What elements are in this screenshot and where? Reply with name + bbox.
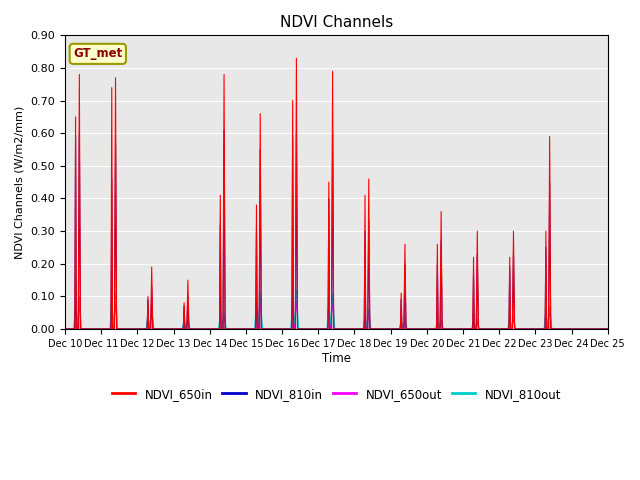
NDVI_650in <box>125 326 133 332</box>
NDVI_650out <box>127 326 134 332</box>
NDVI_650in <box>481 326 488 332</box>
NDVI_810in <box>481 326 488 332</box>
NDVI_650in <box>230 326 237 332</box>
NDVI_650out <box>436 324 444 329</box>
NDVI_650out <box>257 297 264 302</box>
NDVI_650in <box>292 55 300 61</box>
Y-axis label: NDVI Channels (W/m2/mm): NDVI Channels (W/m2/mm) <box>15 106 25 259</box>
X-axis label: Time: Time <box>322 351 351 364</box>
NDVI_650in <box>436 326 444 332</box>
NDVI_810out <box>436 321 444 327</box>
NDVI_650out <box>604 326 612 332</box>
NDVI_650in <box>604 326 612 332</box>
NDVI_810out <box>95 326 103 332</box>
Line: NDVI_810in: NDVI_810in <box>65 130 608 329</box>
Text: GT_met: GT_met <box>73 48 122 60</box>
NDVI_810in <box>125 326 133 332</box>
NDVI_810in <box>61 326 69 332</box>
Line: NDVI_650in: NDVI_650in <box>65 58 608 329</box>
NDVI_810out <box>604 326 612 332</box>
NDVI_810in <box>220 127 228 133</box>
NDVI_650in <box>95 326 103 332</box>
NDVI_810out <box>292 287 300 293</box>
NDVI_810in <box>436 326 444 332</box>
NDVI_810out <box>127 326 134 332</box>
NDVI_650out <box>61 326 69 332</box>
NDVI_810out <box>61 326 69 332</box>
NDVI_650out <box>481 326 488 332</box>
NDVI_810out <box>125 326 133 332</box>
NDVI_650in <box>61 326 69 332</box>
NDVI_650in <box>127 326 134 332</box>
NDVI_810out <box>481 326 488 332</box>
Line: NDVI_810out: NDVI_810out <box>65 290 608 329</box>
NDVI_810in <box>95 326 103 332</box>
Legend: NDVI_650in, NDVI_810in, NDVI_650out, NDVI_810out: NDVI_650in, NDVI_810in, NDVI_650out, NDV… <box>107 383 566 405</box>
NDVI_650out <box>95 326 103 332</box>
NDVI_810in <box>604 326 612 332</box>
NDVI_810in <box>127 326 134 332</box>
NDVI_810in <box>230 326 237 332</box>
Line: NDVI_650out: NDVI_650out <box>65 300 608 329</box>
NDVI_810out <box>230 326 237 332</box>
NDVI_650out <box>230 326 237 332</box>
Title: NDVI Channels: NDVI Channels <box>280 15 393 30</box>
NDVI_650out <box>125 326 133 332</box>
